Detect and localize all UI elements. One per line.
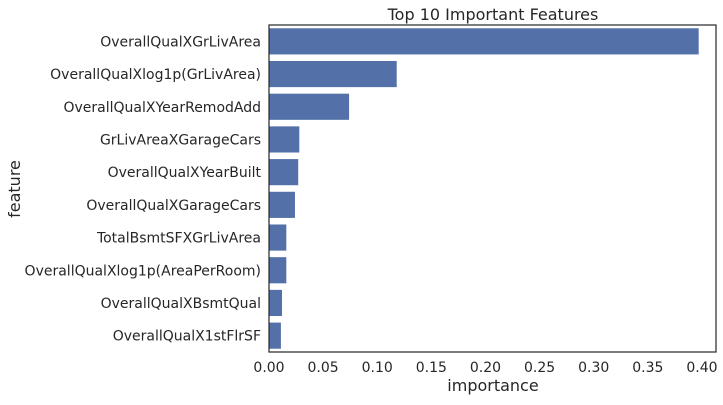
bar (269, 322, 281, 349)
x-tick-label: 0.15 (416, 360, 447, 376)
bar (269, 191, 295, 218)
bar (269, 257, 287, 284)
y-tick-label: TotalBsmtSFXGrLivArea (96, 231, 261, 247)
x-tick-label: 0.10 (362, 360, 393, 376)
x-tick-label: 0.20 (470, 360, 501, 376)
bar (269, 28, 699, 55)
x-tick-labels: 0.00 0.05 0.10 0.15 0.20 0.25 0.30 0.35 0.40 (253, 360, 717, 376)
y-tick-labels: OverallQualXGrLivArea OverallQualXlog1p(G… (25, 34, 262, 344)
chart-title: Top 10 Important Features (387, 5, 599, 24)
y-tick-label: OverallQualXGrLivArea (100, 34, 261, 50)
y-tick-label: OverallQualXYearBuilt (108, 165, 262, 181)
x-axis-label: importance (447, 376, 538, 395)
bar (269, 224, 287, 251)
y-tick-label: OverallQualXYearRemodAdd (63, 100, 261, 116)
x-tick-label: 0.25 (524, 360, 555, 376)
bar (269, 289, 282, 317)
bars-group (269, 28, 699, 349)
x-tick-label: 0.35 (632, 360, 663, 376)
plot-frame (268, 24, 717, 353)
x-tick-label: 0.05 (308, 360, 339, 376)
y-tick-label: OverallQualXGarageCars (86, 198, 261, 214)
y-tick-label: OverallQualX1stFlrSF (113, 329, 261, 345)
y-axis-label: feature (5, 160, 24, 218)
y-tick-label: GrLivAreaXGarageCars (100, 132, 261, 148)
y-tick-label: OverallQualXBsmtQual (101, 296, 261, 312)
x-tick-label: 0.00 (253, 360, 284, 376)
y-tick-label: OverallQualXlog1p(AreaPerRoom) (25, 263, 261, 279)
y-tick-label: OverallQualXlog1p(GrLivArea) (50, 67, 261, 83)
bar (269, 93, 350, 120)
x-tick-label: 0.40 (686, 360, 717, 376)
bar (269, 126, 300, 153)
x-tick-label: 0.30 (578, 360, 609, 376)
bar (269, 60, 397, 88)
bar (269, 159, 299, 186)
